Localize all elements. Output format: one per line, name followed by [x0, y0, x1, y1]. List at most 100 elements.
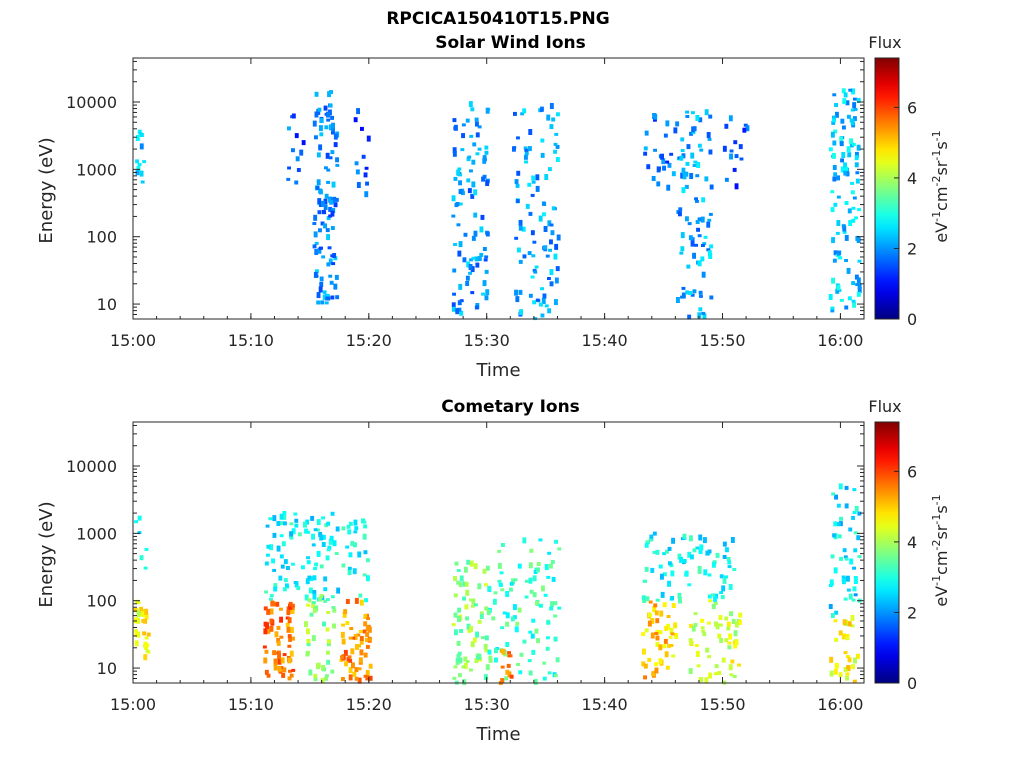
data-cell — [277, 653, 281, 659]
data-cell — [702, 632, 707, 637]
data-cell — [523, 146, 528, 150]
data-cell — [474, 305, 479, 310]
data-cell — [844, 166, 849, 171]
data-cell — [461, 123, 466, 127]
data-cell — [682, 173, 687, 180]
data-cell — [542, 293, 547, 299]
data-cell — [844, 503, 849, 509]
data-cell — [325, 555, 330, 561]
data-cell — [664, 651, 669, 658]
data-cell — [836, 503, 841, 508]
data-cell — [648, 538, 653, 542]
data-cell — [133, 608, 138, 612]
data-cell — [546, 636, 550, 640]
x-tick-label: 15:40 — [582, 695, 628, 714]
data-cell — [642, 598, 646, 603]
data-cell — [839, 136, 844, 140]
data-cell — [670, 570, 675, 577]
data-cell — [351, 662, 355, 669]
data-cell — [642, 579, 647, 583]
data-cell — [481, 292, 485, 296]
data-cell — [475, 152, 480, 156]
data-cell — [270, 600, 275, 607]
data-cell — [850, 108, 855, 112]
data-cell — [853, 97, 857, 101]
data-cell — [655, 629, 660, 634]
data-cell — [839, 298, 844, 302]
data-cell — [290, 605, 295, 611]
data-cell — [849, 138, 853, 145]
data-cell — [323, 223, 327, 229]
data-cell — [305, 651, 310, 657]
data-cell — [497, 562, 502, 569]
data-cell — [483, 674, 488, 681]
data-cell — [528, 129, 533, 135]
data-cell — [335, 163, 340, 167]
data-cell — [522, 254, 527, 259]
data-cell — [697, 217, 702, 222]
data-cell — [533, 270, 538, 274]
data-cell — [707, 549, 712, 554]
data-cell — [722, 541, 727, 547]
data-cell — [656, 181, 661, 187]
data-cell — [857, 283, 862, 290]
data-cell — [139, 555, 144, 561]
data-cell — [835, 231, 840, 235]
data-cell — [519, 309, 523, 316]
data-cell — [500, 588, 505, 592]
data-cell — [707, 573, 712, 577]
data-cell — [285, 583, 289, 588]
data-cell — [309, 576, 314, 582]
data-cell — [522, 108, 527, 114]
data-cell — [855, 171, 860, 175]
data-cell — [456, 640, 461, 646]
data-cell — [309, 612, 314, 617]
data-cell — [697, 143, 702, 148]
data-cell — [664, 625, 669, 631]
data-cell — [452, 268, 457, 273]
data-cell — [697, 565, 702, 572]
data-cell — [547, 220, 552, 227]
data-cell — [314, 91, 319, 97]
data-cell — [140, 180, 145, 184]
data-cell — [321, 534, 326, 540]
data-cell — [713, 596, 717, 602]
data-cell — [354, 526, 359, 531]
data-cell — [294, 523, 299, 528]
data-cell — [320, 200, 325, 207]
data-cell — [662, 572, 667, 577]
data-cell — [469, 169, 473, 173]
data-cell — [311, 635, 316, 642]
data-cell — [739, 157, 744, 161]
data-cell — [733, 140, 738, 145]
data-cell — [515, 621, 520, 626]
data-cell — [324, 166, 328, 170]
data-cell — [724, 575, 728, 579]
data-cell — [719, 591, 723, 595]
data-cell — [362, 533, 367, 540]
data-cell — [693, 160, 698, 164]
data-cell — [541, 585, 545, 592]
data-cell — [488, 658, 493, 663]
data-cell — [367, 626, 372, 633]
colorbar-tick-label: 6 — [907, 98, 917, 117]
data-cell — [528, 562, 533, 569]
data-cell — [666, 623, 671, 630]
data-cell — [268, 517, 273, 521]
data-cell — [347, 566, 352, 570]
data-cell — [286, 566, 290, 570]
data-cell — [329, 535, 334, 541]
data-cell — [304, 594, 309, 601]
data-cell — [853, 593, 858, 597]
data-cell — [839, 516, 843, 521]
data-cell — [531, 180, 536, 184]
x-tick-label: 15:30 — [464, 331, 510, 350]
data-cell — [671, 603, 676, 608]
data-cell — [854, 505, 859, 512]
data-cell — [352, 568, 357, 575]
data-cell — [461, 191, 465, 196]
data-cell — [348, 674, 353, 681]
data-cell — [733, 643, 738, 649]
data-cell — [471, 598, 476, 605]
